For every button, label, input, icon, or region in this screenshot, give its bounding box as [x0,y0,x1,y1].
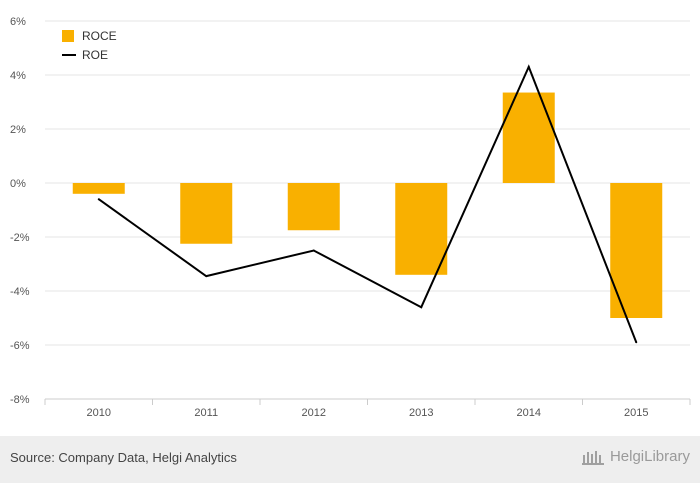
brand-name: HelgiLibrary [609,448,690,465]
helgi-library-logo[interactable]: HelgiLibrary [581,448,690,465]
y-tick-label: -2% [10,232,30,244]
x-tick-label: 2013 [409,407,433,419]
roce-bar [180,183,233,244]
gridlines [45,20,690,400]
y-tick-label: -4% [10,286,30,298]
y-tick-label: -8% [10,394,30,406]
roe-point [205,275,208,278]
x-tick-label: 2015 [624,407,648,419]
x-tick-label: 2010 [87,407,111,419]
library-icon [581,450,604,465]
roe-point [420,306,423,309]
roe-line [98,64,638,343]
roe-line-series [97,64,638,344]
y-tick-label: 6% [10,16,26,28]
y-tick-label: -6% [10,340,30,352]
x-tick-label: 2011 [194,407,218,419]
roe-point [527,65,530,68]
legend-swatch-roce [62,30,74,42]
chart: -8%-6%-4%-2%0%2%4%6% 2010 2011 2012 2013 201… [10,16,691,419]
roe-point [97,198,100,201]
x-tick-label: 2014 [517,407,541,419]
legend-label-roe: ROE [82,48,108,62]
y-axis: -8% -6% -4% -2% 0% 2% 4% 6% [10,16,30,406]
roce-bars [72,92,663,318]
roce-bar [72,183,125,194]
roce-bar [395,183,448,275]
roce-bar [287,183,340,231]
legend: ROCE ROE [62,29,117,62]
x-tick-label: 2012 [302,407,326,419]
footer: Source: Company Data, Helgi Analytics He… [0,436,700,483]
y-tick-label: 2% [10,124,26,136]
y-tick-label: 0% [10,178,26,190]
x-axis: 2010 2011 2012 2013 2014 2015 [44,398,691,419]
y-tick-label: 4% [10,70,26,82]
source-note: Source: Company Data, Helgi Analytics [10,450,237,465]
roe-point [635,341,638,344]
legend-label-roce: ROCE [82,29,117,43]
roe-point [312,249,315,252]
